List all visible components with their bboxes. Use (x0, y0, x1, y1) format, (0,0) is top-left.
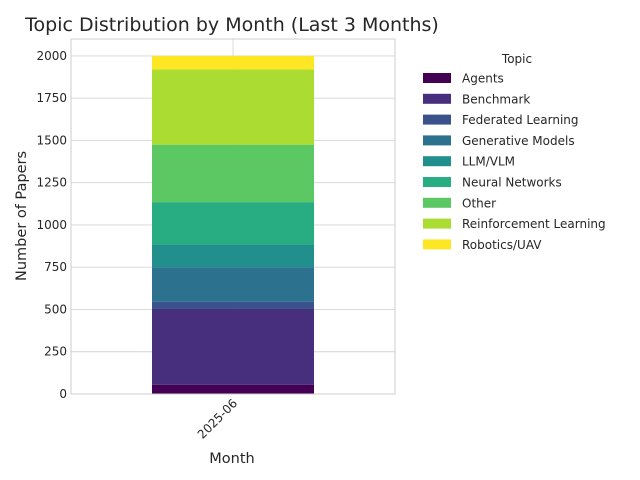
y-tick-label: 1750 (36, 91, 67, 105)
y-tick-label: 2000 (36, 49, 67, 63)
x-axis-label: Month (209, 451, 254, 467)
legend-title: Topic (501, 52, 532, 66)
bar-segment-2 (152, 308, 314, 385)
y-tick-label: 1250 (36, 176, 67, 190)
bars (152, 55, 314, 394)
legend-label: Reinforcement Learning (462, 217, 606, 231)
legend-swatch (423, 156, 451, 167)
y-tick-label: 1000 (36, 218, 67, 232)
y-tick-label: 250 (44, 345, 67, 359)
x-axis-ticks: 2025-06 (195, 396, 240, 441)
bar-segment-6 (152, 202, 314, 245)
bar-segment-1 (152, 384, 314, 394)
legend-swatch (423, 177, 451, 187)
y-tick-label: 0 (59, 387, 67, 401)
chart-title: Topic Distribution by Month (Last 3 Mont… (24, 14, 439, 36)
bar-segment-8 (152, 69, 314, 145)
y-axis-ticks: 0 250 500 750 1000 1250 1500 1750 2000 (36, 49, 67, 401)
legend-swatch (423, 114, 451, 125)
bar-segment-7 (152, 144, 314, 203)
y-tick-label: 500 (44, 302, 67, 316)
legend-label: Other (462, 196, 496, 210)
y-axis-label: Number of Papers (14, 151, 30, 281)
bar-segment-9 (152, 55, 314, 70)
legend-swatch (423, 73, 451, 83)
legend-label: Neural Networks (462, 176, 562, 190)
legend-swatch (423, 239, 451, 250)
x-tick-label: 2025-06 (195, 396, 240, 441)
legend-swatch (423, 197, 451, 208)
y-tick-label: 1500 (36, 133, 67, 147)
bar-segment-3 (152, 301, 314, 309)
legend-swatch (423, 135, 451, 146)
legend-label: LLM/VLM (462, 155, 515, 169)
bar-segment-4 (152, 267, 314, 302)
legend-label: Robotics/UAV (462, 238, 542, 252)
legend-label: Generative Models (462, 134, 575, 148)
legend: Topic Agents Benchmark Federated Learning G… (423, 52, 606, 252)
y-tick-label: 750 (44, 260, 67, 274)
legend-label: Benchmark (462, 92, 530, 106)
plot-frame (70, 38, 396, 395)
legend-label: Federated Learning (462, 113, 579, 127)
bar-segment-5 (152, 244, 314, 268)
legend-label: Agents (462, 72, 504, 86)
legend-swatch (423, 218, 451, 229)
legend-swatch (423, 93, 451, 104)
